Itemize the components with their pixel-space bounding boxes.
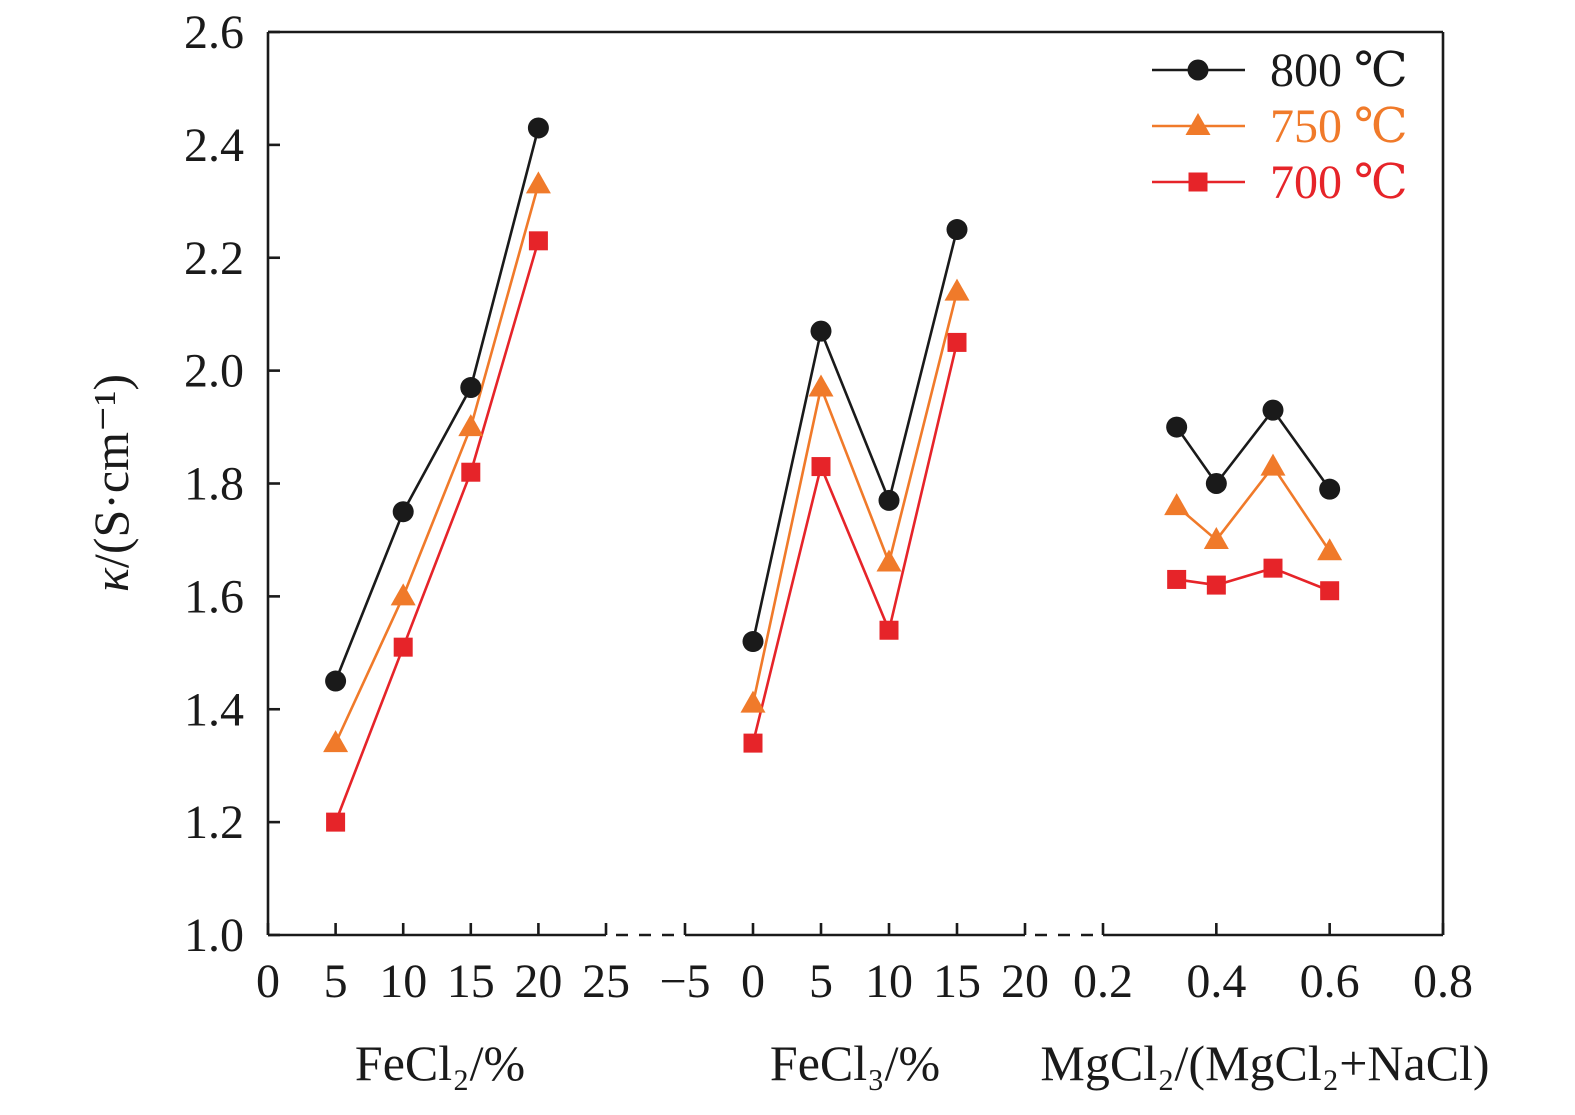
data-point-p1-s2-4 xyxy=(525,171,551,194)
x-tick-label: 15 xyxy=(447,955,495,1008)
legend-item: 750 ℃ xyxy=(1152,100,1408,153)
data-point-p2-s2-3 xyxy=(876,549,902,572)
data-point-p3-s1-1 xyxy=(1166,416,1188,438)
data-point-p1-s2-2 xyxy=(390,583,416,606)
y-tick-label: 1.8 xyxy=(184,458,244,511)
series-p1-s2 xyxy=(323,171,551,753)
x-tick-label: 15 xyxy=(933,955,981,1008)
y-tick-label: 1.4 xyxy=(184,683,244,736)
data-point-p1-s1-3 xyxy=(460,377,482,399)
x-tick-label: 0.8 xyxy=(1413,955,1473,1008)
data-point-p2-s2-1 xyxy=(740,690,766,713)
data-point-p3-s3-4 xyxy=(1320,581,1340,601)
legend-marker xyxy=(1187,59,1209,81)
data-point-p3-s1-4 xyxy=(1319,478,1341,500)
y-tick-label: 2.0 xyxy=(184,345,244,398)
y-tick-label: 2.6 xyxy=(184,6,244,59)
data-point-p3-s2-2 xyxy=(1203,526,1229,549)
axes-ticks: 1.01.21.41.61.82.02.22.42.60 5 10 15 20 25 −5 0… xyxy=(184,6,1473,1008)
series-line-p2-s1 xyxy=(751,229,959,642)
x-tick-label: 0 xyxy=(256,955,280,1008)
data-point-p3-s2-4 xyxy=(1317,538,1343,561)
legend-label: 750 ℃ xyxy=(1270,100,1408,153)
data-point-p2-s1-2 xyxy=(810,320,832,342)
series-p1-s3 xyxy=(326,231,548,832)
x-axis-title-fecl3: FeCl₃/% xyxy=(770,1035,940,1091)
series-p3-s3 xyxy=(1167,558,1340,601)
x-tick-label: 0.4 xyxy=(1186,955,1246,1008)
data-point-p1-s2-3 xyxy=(458,414,484,437)
y-tick-label: 1.2 xyxy=(184,796,244,849)
series-p3-s2 xyxy=(1164,453,1343,561)
plot-frame xyxy=(266,30,1445,937)
data-point-p1-s3-4 xyxy=(528,231,548,251)
y-tick-label: 1.6 xyxy=(184,570,244,623)
y-tick-label: 1.0 xyxy=(184,909,244,962)
x-tick-label: 0 xyxy=(741,955,765,1008)
series-line-p1-s2 xyxy=(334,184,540,744)
data-point-p1-s1-1 xyxy=(325,670,347,692)
series-line-p2-s3 xyxy=(751,342,959,744)
data-point-p2-s3-1 xyxy=(743,733,763,753)
series-line-p3-s2 xyxy=(1175,465,1331,552)
series-p3-s1 xyxy=(1166,399,1341,500)
data-point-p1-s2-1 xyxy=(323,730,349,753)
y-axis-unit: /(S·cm⁻¹) xyxy=(83,374,139,568)
y-axis-title: κ/(S·cm⁻¹) xyxy=(83,374,139,592)
legend-marker xyxy=(1185,113,1211,135)
series-line-p2-s2 xyxy=(751,291,959,704)
x-tick-label: 25 xyxy=(582,955,630,1008)
data-point-p2-s3-2 xyxy=(811,457,831,477)
y-tick-label: 2.4 xyxy=(184,119,244,172)
series-line-p3-s3 xyxy=(1176,566,1331,592)
series-line-p1-s1 xyxy=(334,127,540,682)
series-p2-s3 xyxy=(743,332,967,753)
x-axis-title-mgcl2-ratio: MgCl₂/(MgCl₂+NaCl) xyxy=(1040,1035,1489,1091)
legend-marker xyxy=(1188,172,1208,192)
series-line-p1-s3 xyxy=(334,240,540,823)
data-point-p3-s2-1 xyxy=(1164,493,1190,516)
data-point-p2-s2-4 xyxy=(944,278,970,301)
x-tick-label: 0.6 xyxy=(1300,955,1360,1008)
data-point-p1-s1-4 xyxy=(527,117,549,139)
data-point-p2-s1-3 xyxy=(878,489,900,511)
data-point-p2-s3-3 xyxy=(879,620,899,640)
data-point-p3-s3-2 xyxy=(1206,575,1226,595)
y-axis-symbol: κ xyxy=(83,567,139,592)
series-line-p3-s1 xyxy=(1175,408,1331,490)
series-p2-s1 xyxy=(742,219,968,653)
data-point-p2-s1-1 xyxy=(742,631,764,653)
x-tick-label: −5 xyxy=(659,955,710,1008)
legend-label: 800 ℃ xyxy=(1270,44,1408,97)
x-tick-label: 5 xyxy=(809,955,833,1008)
legend-item: 700 ℃ xyxy=(1152,156,1408,209)
x-tick-label: 10 xyxy=(865,955,913,1008)
data-point-p3-s1-3 xyxy=(1262,399,1284,421)
data-point-p3-s1-2 xyxy=(1205,473,1227,494)
data-point-p3-s3-3 xyxy=(1263,558,1283,578)
data-point-p1-s3-3 xyxy=(461,462,481,482)
data-point-p2-s1-4 xyxy=(946,219,968,241)
x-axis-title-fecl2: FeCl₂/% xyxy=(355,1035,525,1091)
data-point-p1-s3-2 xyxy=(393,637,413,657)
data-point-p2-s3-4 xyxy=(947,332,967,352)
series-p1-s1 xyxy=(325,117,549,692)
x-tick-label: 20 xyxy=(1001,955,1049,1008)
data-point-p3-s2-3 xyxy=(1260,453,1286,476)
x-tick-label: 5 xyxy=(324,955,348,1008)
data-point-p3-s3-1 xyxy=(1167,569,1187,589)
series-p2-s2 xyxy=(740,278,970,713)
x-tick-label: 20 xyxy=(514,955,562,1008)
x-tick-label: 10 xyxy=(379,955,427,1008)
data-point-p2-s2-2 xyxy=(808,374,834,397)
x-tick-label: 0.2 xyxy=(1073,955,1133,1008)
plot-series xyxy=(323,117,1343,832)
data-point-p1-s1-2 xyxy=(392,501,414,523)
legend-label: 700 ℃ xyxy=(1270,156,1408,209)
data-point-p1-s3-1 xyxy=(326,812,346,832)
legend-item: 800 ℃ xyxy=(1152,44,1408,97)
y-tick-label: 2.2 xyxy=(184,232,244,285)
